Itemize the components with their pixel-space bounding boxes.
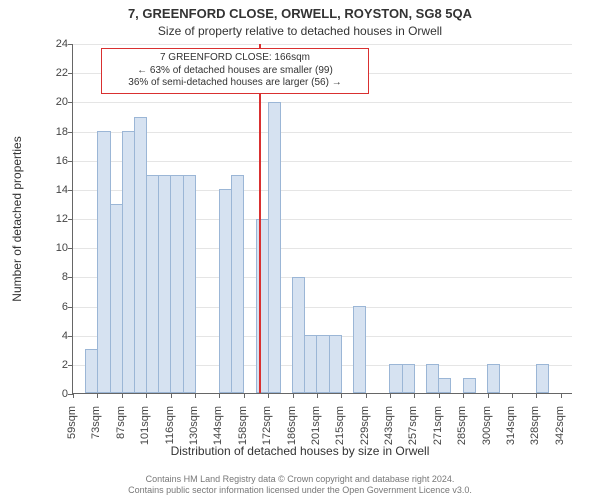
x-tick-mark — [366, 393, 367, 398]
histogram-bar — [353, 306, 366, 393]
y-tick-mark — [68, 102, 73, 103]
x-tick-mark — [512, 393, 513, 398]
footer-attribution: Contains HM Land Registry data © Crown c… — [0, 474, 600, 496]
footer-line2: Contains public sector information licen… — [0, 485, 600, 496]
bars-group — [73, 44, 572, 393]
y-tick-label: 24 — [36, 38, 68, 50]
x-tick-mark — [317, 393, 318, 398]
y-tick-mark — [68, 365, 73, 366]
x-tick-mark — [390, 393, 391, 398]
y-tick-mark — [68, 219, 73, 220]
y-tick-mark — [68, 190, 73, 191]
x-tick-mark — [195, 393, 196, 398]
x-tick-mark — [341, 393, 342, 398]
y-tick-mark — [68, 336, 73, 337]
x-tick-mark — [463, 393, 464, 398]
histogram-bar — [402, 364, 415, 393]
y-tick-mark — [68, 132, 73, 133]
y-axis-label: Number of detached properties — [10, 136, 24, 301]
x-tick-mark — [171, 393, 172, 398]
chart-container: 7, GREENFORD CLOSE, ORWELL, ROYSTON, SG8… — [0, 0, 600, 500]
histogram-bar — [536, 364, 549, 393]
y-tick-label: 8 — [36, 271, 68, 283]
x-tick-mark — [488, 393, 489, 398]
y-tick-mark — [68, 307, 73, 308]
y-tick-mark — [68, 248, 73, 249]
chart-title: 7, GREENFORD CLOSE, ORWELL, ROYSTON, SG8… — [0, 6, 600, 21]
x-tick-mark — [122, 393, 123, 398]
y-tick-label: 14 — [36, 184, 68, 196]
y-tick-label: 22 — [36, 67, 68, 79]
x-axis-label: Distribution of detached houses by size … — [0, 444, 600, 458]
x-tick-mark — [146, 393, 147, 398]
histogram-bar — [183, 175, 196, 393]
y-tick-label: 16 — [36, 155, 68, 167]
y-tick-label: 2 — [36, 359, 68, 371]
plot-area: 7 GREENFORD CLOSE: 166sqm ← 63% of detac… — [72, 44, 572, 394]
y-tick-label: 12 — [36, 213, 68, 225]
x-tick-mark — [561, 393, 562, 398]
y-tick-label: 20 — [36, 96, 68, 108]
annotation-line3: 36% of semi-detached houses are larger (… — [108, 77, 362, 90]
y-tick-label: 4 — [36, 330, 68, 342]
footer-line1: Contains HM Land Registry data © Crown c… — [0, 474, 600, 485]
y-tick-label: 18 — [36, 126, 68, 138]
x-tick-mark — [414, 393, 415, 398]
chart-subtitle: Size of property relative to detached ho… — [0, 24, 600, 38]
annotation-line1: 7 GREENFORD CLOSE: 166sqm — [108, 52, 362, 65]
histogram-bar — [463, 378, 476, 393]
x-tick-mark — [439, 393, 440, 398]
x-tick-mark — [73, 393, 74, 398]
y-tick-mark — [68, 277, 73, 278]
y-tick-label: 6 — [36, 301, 68, 313]
annotation-box: 7 GREENFORD CLOSE: 166sqm ← 63% of detac… — [101, 48, 369, 94]
marker-vline — [259, 44, 261, 393]
histogram-bar — [231, 175, 244, 393]
x-tick-mark — [293, 393, 294, 398]
x-tick-mark — [244, 393, 245, 398]
histogram-bar — [268, 102, 281, 393]
y-tick-label: 0 — [36, 388, 68, 400]
y-tick-mark — [68, 161, 73, 162]
y-tick-mark — [68, 44, 73, 45]
x-tick-mark — [219, 393, 220, 398]
histogram-bar — [438, 378, 451, 393]
histogram-bar — [487, 364, 500, 393]
annotation-line2: ← 63% of detached houses are smaller (99… — [108, 65, 362, 78]
x-tick-mark — [536, 393, 537, 398]
x-tick-mark — [268, 393, 269, 398]
x-tick-mark — [97, 393, 98, 398]
y-tick-label: 10 — [36, 242, 68, 254]
y-tick-mark — [68, 73, 73, 74]
histogram-bar — [329, 335, 342, 393]
